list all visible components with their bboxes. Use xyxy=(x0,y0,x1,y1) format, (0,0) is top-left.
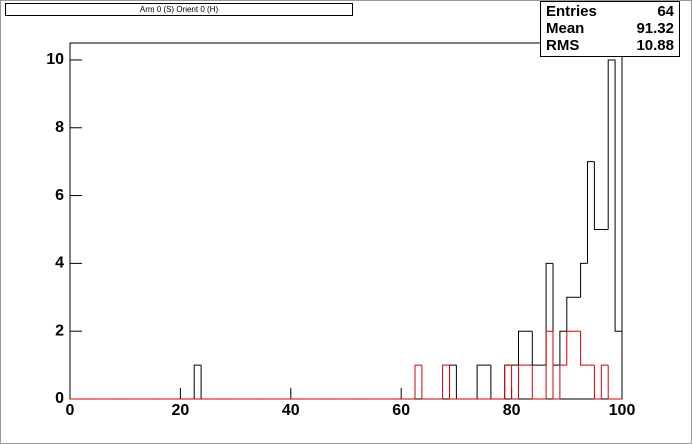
histogram-bin xyxy=(511,365,519,400)
histogram-bin xyxy=(421,365,429,400)
histogram-bin xyxy=(566,330,574,366)
histogram-bin xyxy=(442,364,450,399)
stats-value: 91.32 xyxy=(636,20,674,37)
x-tick-label: 100 xyxy=(609,402,636,419)
histogram-bin xyxy=(566,296,574,332)
histogram-bin xyxy=(504,364,512,399)
histogram-bin xyxy=(580,262,588,298)
histogram-bin xyxy=(414,364,422,399)
y-tick-label: 2 xyxy=(55,322,64,339)
stats-label: RMS xyxy=(546,37,579,54)
x-tick-label: 20 xyxy=(172,402,190,419)
histogram-bin xyxy=(545,330,553,399)
stats-label: Mean xyxy=(546,20,584,37)
x-tick-label: 40 xyxy=(282,402,300,419)
title-box xyxy=(5,3,353,16)
histogram-bin xyxy=(593,161,602,230)
histogram-bin xyxy=(559,364,567,399)
histogram-bin xyxy=(552,331,560,400)
histogram-bin xyxy=(600,364,609,399)
histogram-bin xyxy=(559,330,567,366)
histogram-bin xyxy=(476,364,484,399)
stats: Entries 64 Mean 91.32 RMS 10.88 xyxy=(546,3,675,54)
x-tick-label: 0 xyxy=(66,402,75,419)
stats-box xyxy=(540,1,680,57)
histogram-bin xyxy=(518,364,526,399)
y-tick-label: 6 xyxy=(55,187,64,204)
histogram-bin xyxy=(587,161,595,264)
histogram-bin xyxy=(614,59,623,399)
histogram-bin xyxy=(193,364,202,399)
histogram-bin xyxy=(580,331,588,366)
y-tick-label: 0 xyxy=(55,390,64,407)
y-tick-label: 10 xyxy=(46,51,64,68)
y-tick-label: 8 xyxy=(55,119,64,136)
stats-label: Entries xyxy=(546,3,597,20)
histogram-bin xyxy=(607,59,616,230)
x-tick-label: 80 xyxy=(503,402,521,419)
histogram-bin xyxy=(518,330,526,366)
stats-value: 10.88 xyxy=(636,37,674,54)
stats-value: 64 xyxy=(657,3,674,20)
histogram-bin xyxy=(531,365,540,400)
x-tick-label: 60 xyxy=(392,402,410,419)
histogram-bin xyxy=(449,365,457,400)
histogram-bin xyxy=(607,365,616,400)
y-tick-label: 4 xyxy=(55,255,64,272)
chart-title: Arm 0 (S) Orient 0 (H) xyxy=(140,5,219,14)
histogram-bin xyxy=(593,365,602,400)
